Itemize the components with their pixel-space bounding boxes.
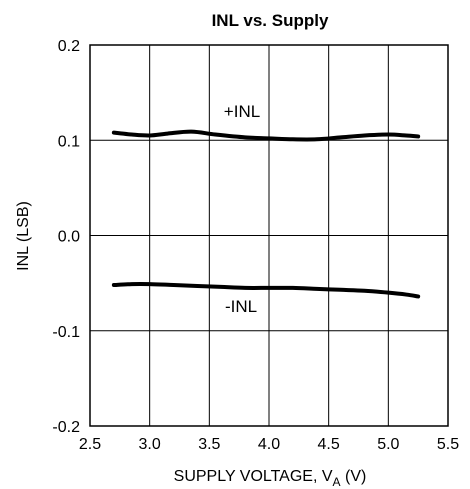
x-tick-label: 5.5 [437, 436, 459, 453]
x-axis-label-main: SUPPLY VOLTAGE, V [174, 468, 333, 485]
chart-title: INL vs. Supply [212, 11, 329, 30]
y-tick-label: -0.2 [52, 419, 80, 436]
y-tick-label: 0.2 [58, 38, 80, 55]
plot-frame [89, 44, 449, 427]
series-layer [111, 129, 421, 299]
x-axis-label-tail: (V) [341, 468, 367, 485]
x-tick-label: 2.5 [79, 436, 101, 453]
series-minus-inl-line [111, 281, 421, 299]
x-tick-label: 4.5 [318, 436, 340, 453]
y-tick-labels: 0.2 0.1 0.0 -0.1 -0.2 [52, 38, 80, 436]
y-tick-label: -0.1 [52, 324, 80, 341]
y-tick-label: 0.0 [58, 229, 80, 246]
series-plus-inl-line [111, 129, 421, 142]
grid-lines [90, 45, 448, 426]
x-tick-label: 4.0 [258, 436, 280, 453]
y-axis-label: INL (LSB) [15, 201, 32, 271]
annotation-minus-inl: -INL [225, 297, 257, 316]
y-tick-label: 0.1 [58, 133, 80, 150]
x-tick-label: 3.0 [139, 436, 161, 453]
x-axis-label-subscript: A [333, 475, 341, 489]
x-tick-label: 5.0 [377, 436, 399, 453]
x-axis-label: SUPPLY VOLTAGE, VA (V) [174, 468, 367, 489]
x-tick-label: 3.5 [198, 436, 220, 453]
annotation-plus-inl: +INL [224, 102, 260, 121]
x-tick-labels: 2.5 3.0 3.5 4.0 4.5 5.0 5.5 [79, 436, 459, 453]
